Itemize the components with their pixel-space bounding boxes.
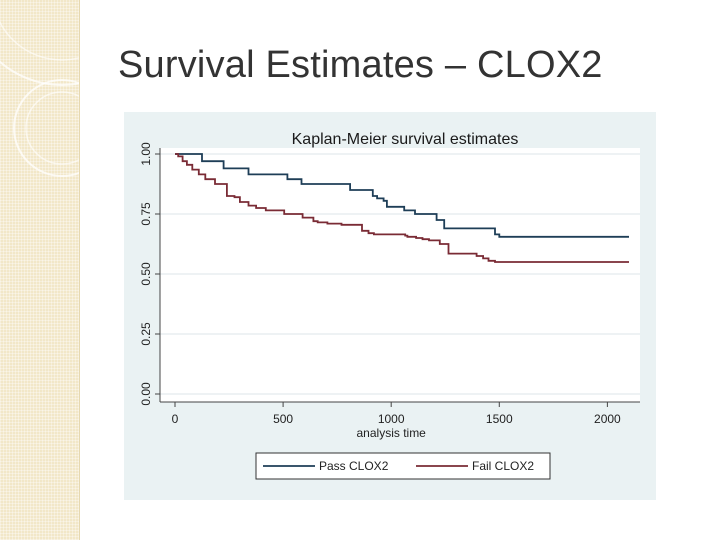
plot-area	[160, 148, 640, 402]
y-tick-label: 0.50	[139, 262, 153, 286]
x-tick-label: 0	[172, 412, 179, 426]
y-tick-label: 0.75	[139, 202, 153, 226]
decorative-circles	[0, 20, 79, 177]
y-tick-label: 0.25	[139, 322, 153, 346]
x-axis-label: analysis time	[357, 426, 427, 440]
x-tick-label: 500	[273, 412, 293, 426]
slide-title: Survival Estimates – CLOX2	[118, 44, 603, 86]
y-tick-label: 1.00	[139, 142, 153, 166]
km-chart: 0.00 0.25 0.50 0.75 1.00 0 500 1000 1500 2000 Kapl…	[139, 131, 640, 480]
x-tick-label: 2000	[594, 412, 621, 426]
chart-title: Kaplan-Meier survival estimates	[292, 131, 519, 148]
x-tick-label: 1500	[486, 412, 513, 426]
y-tick-label: 0.00	[139, 382, 153, 406]
decorative-side-strip	[0, 0, 80, 540]
series-line-fail-clox2	[175, 153, 629, 263]
x-tick-label: 1000	[378, 412, 405, 426]
chart-panel: 0.00 0.25 0.50 0.75 1.00 0 500 1000 1500 2000 Kapl…	[124, 112, 656, 500]
legend-label-fail-clox2: Fail CLOX2	[472, 459, 534, 473]
series-line-pass-clox2	[175, 153, 629, 238]
legend-label-pass-clox2: Pass CLOX2	[319, 459, 389, 473]
